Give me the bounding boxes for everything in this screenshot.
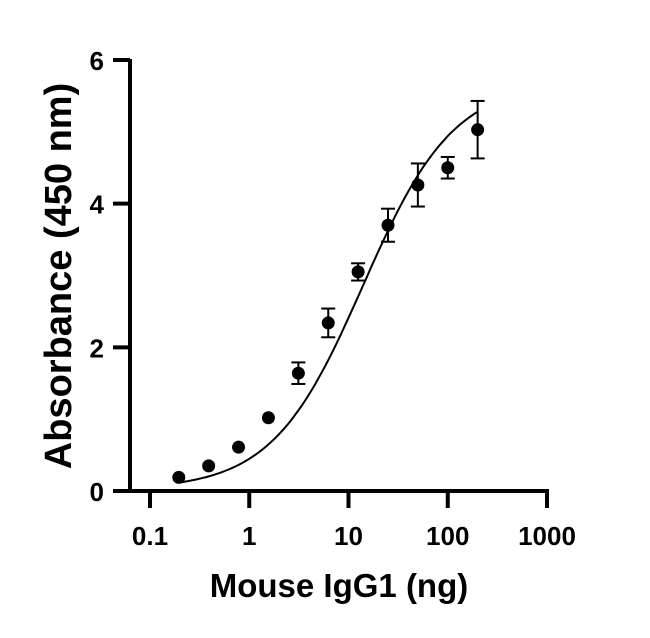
error-bars <box>291 99 485 385</box>
data-point <box>471 123 485 137</box>
data-point <box>351 265 365 279</box>
y-tick-label: 2 <box>90 333 104 363</box>
fit-curve-path <box>178 110 479 484</box>
y-ticks: 0 2 4 6 <box>90 46 130 507</box>
data-points <box>172 123 485 484</box>
data-point <box>381 218 395 232</box>
data-point <box>441 161 455 175</box>
y-tick-label: 4 <box>90 190 105 220</box>
data-point <box>261 411 275 425</box>
x-tick-label: 1000 <box>518 521 576 551</box>
axes <box>113 59 549 493</box>
x-tick-label: 10 <box>334 521 363 551</box>
x-ticks: 0.1 1 10 100 1000 <box>132 491 576 551</box>
x-tick-label: 100 <box>426 521 469 551</box>
x-tick-label: 0.1 <box>132 521 168 551</box>
data-point <box>321 316 335 330</box>
data-point <box>411 178 425 192</box>
x-axis-title: Mouse IgG1 (ng) <box>210 567 469 604</box>
data-point <box>232 440 246 454</box>
data-point <box>172 470 186 484</box>
x-tick-label: 1 <box>242 521 256 551</box>
y-tick-label: 6 <box>90 46 104 76</box>
y-tick-label: 0 <box>90 477 104 507</box>
data-point <box>202 459 216 473</box>
y-axis-title: Absorbance (450 nm) <box>38 83 80 469</box>
data-point <box>291 366 305 380</box>
fit-curve <box>178 110 479 484</box>
